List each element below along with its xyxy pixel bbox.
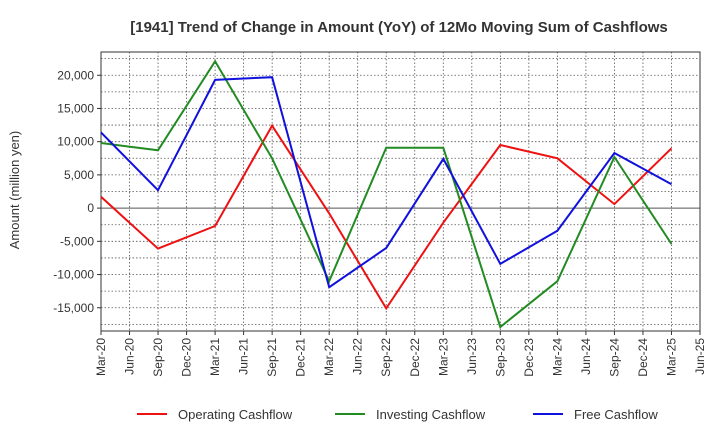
y-tick-label: 15,000 <box>57 101 94 115</box>
y-tick-label: 10,000 <box>57 135 94 149</box>
x-tick-label: Dec-22 <box>408 338 422 377</box>
x-tick-label: Sep-24 <box>607 338 621 377</box>
x-tick-label: Sep-20 <box>151 338 165 377</box>
legend-label: Operating Cashflow <box>178 407 293 422</box>
x-tick-label: Jun-23 <box>465 338 479 375</box>
investing-cashflow-line <box>100 59 673 329</box>
x-tick-label: Dec-21 <box>294 338 308 377</box>
x-tick-label: Sep-22 <box>379 338 393 377</box>
series-lines <box>100 59 673 329</box>
y-tick-label: -5,000 <box>60 234 94 248</box>
x-tick-label: Jun-25 <box>693 338 707 375</box>
y-axis-label: Amount (million yen) <box>7 131 22 250</box>
x-tick-label: Mar-20 <box>94 338 108 376</box>
y-tick-label: 20,000 <box>57 68 94 82</box>
x-tick-label: Mar-24 <box>550 338 564 376</box>
x-tick-label: Mar-23 <box>436 338 450 376</box>
y-tick-label: -15,000 <box>53 301 94 315</box>
legend-item-operating-cashflow: Operating Cashflow <box>137 407 293 422</box>
x-tick-label: Mar-21 <box>208 338 222 376</box>
y-tick-label: 0 <box>87 201 94 215</box>
x-tick-label: Jun-21 <box>237 338 251 375</box>
legend-item-investing-cashflow: Investing Cashflow <box>335 407 486 422</box>
x-tick-label: Dec-20 <box>180 338 194 377</box>
x-tick-label: Jun-20 <box>123 338 137 375</box>
x-tick-label: Jun-24 <box>579 338 593 375</box>
chart-title: [1941] Trend of Change in Amount (YoY) o… <box>130 19 668 36</box>
x-tick-label: Mar-22 <box>322 338 336 376</box>
legend-label: Free Cashflow <box>574 407 658 422</box>
plot-frame <box>100 51 701 332</box>
legend-item-free-cashflow: Free Cashflow <box>533 407 658 422</box>
grid-lines <box>100 52 701 331</box>
operating-cashflow-line <box>100 123 673 311</box>
legend: Operating Cashflow Investing Cashflow Free… <box>137 407 658 422</box>
x-tick-label: Sep-23 <box>493 338 507 377</box>
x-tick-label: Sep-21 <box>265 338 279 377</box>
x-tick-label: Jun-22 <box>351 338 365 375</box>
axes: -15,000 -10,000 -5,000 0 5,000 10,000 15,000 20… <box>53 51 707 377</box>
x-tick-label: Mar-25 <box>664 338 678 376</box>
free-cashflow-line <box>100 76 672 289</box>
plot-area <box>101 52 700 331</box>
x-tick-label: Dec-23 <box>522 338 536 377</box>
legend-label: Investing Cashflow <box>376 407 486 422</box>
x-tick-label: Dec-24 <box>636 338 650 377</box>
y-tick-label: 5,000 <box>64 168 94 182</box>
y-tick-label: -10,000 <box>53 268 94 282</box>
